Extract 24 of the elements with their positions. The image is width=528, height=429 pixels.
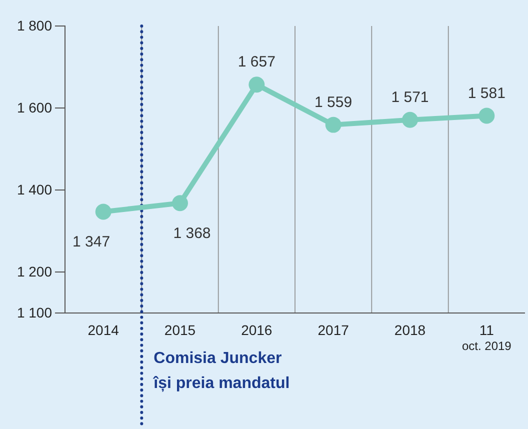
ref-line-label: Comisia Juncker își preia mandatul bbox=[152, 350, 290, 392]
data-label: 1 571 bbox=[391, 88, 429, 106]
x-tick-label: 2016 bbox=[241, 322, 272, 338]
data-label: 1 347 bbox=[72, 234, 110, 251]
data-label: 1 657 bbox=[238, 54, 276, 71]
y-tick-label: 1 800 bbox=[16, 17, 52, 34]
x-tick-label: 2014 bbox=[88, 322, 120, 338]
data-label: 1 368 bbox=[173, 225, 211, 242]
x-tick-label: 2017 bbox=[318, 322, 350, 338]
x-tick-label: 11 oct. 2019 bbox=[462, 322, 512, 353]
point bbox=[172, 195, 188, 212]
point bbox=[248, 76, 265, 93]
y-tick-label: 1 200 bbox=[16, 263, 52, 280]
point bbox=[402, 112, 418, 128]
x-tick-label: 2015 bbox=[164, 322, 196, 338]
point bbox=[95, 204, 112, 220]
point bbox=[325, 116, 342, 133]
y-tick-label: 1 400 bbox=[16, 181, 52, 198]
data-label: 1 581 bbox=[468, 84, 506, 102]
data-label: 1 559 bbox=[314, 94, 352, 111]
y-tick-label: 1 100 bbox=[16, 304, 52, 320]
x-tick-label: 2018 bbox=[394, 322, 426, 338]
point bbox=[478, 108, 495, 124]
y-tick-label: 1 600 bbox=[16, 99, 52, 116]
